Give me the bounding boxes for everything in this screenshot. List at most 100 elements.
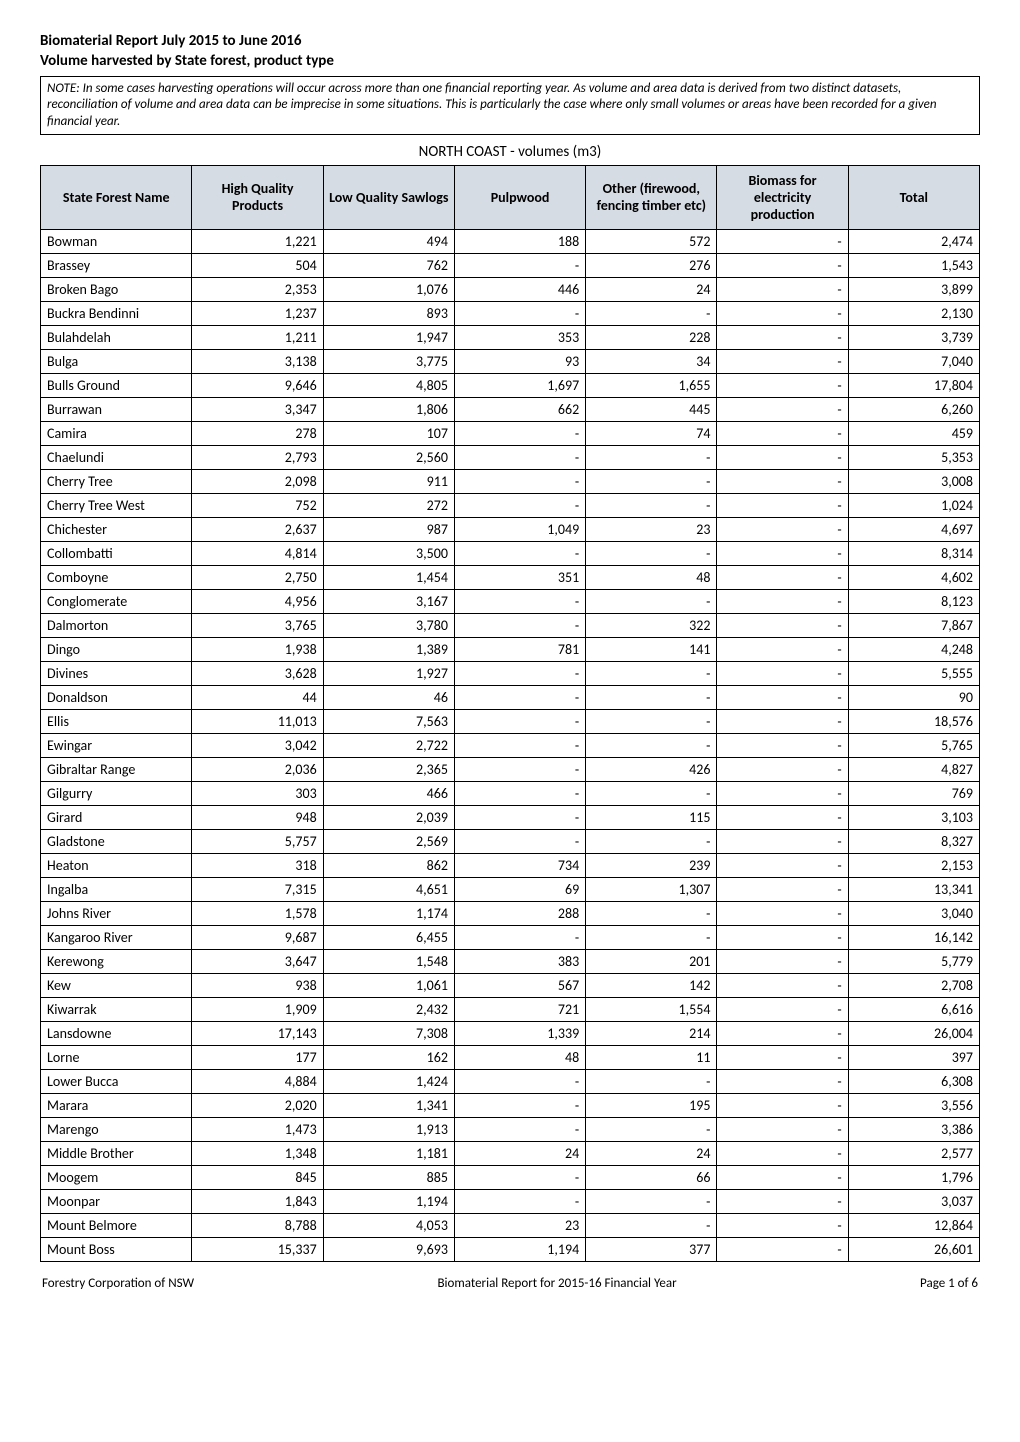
cell-tot: 90 [848,685,979,709]
cell-hq: 303 [192,781,323,805]
cell-bio: - [717,613,848,637]
cell-tot: 17,804 [848,373,979,397]
cell-hq: 5,757 [192,829,323,853]
cell-tot: 459 [848,421,979,445]
cell-pw: - [454,805,585,829]
cell-lq: 7,308 [323,1021,454,1045]
cell-pw: - [454,421,585,445]
cell-hq: 938 [192,973,323,997]
table-row: Marengo1,4731,913---3,386 [41,1117,980,1141]
cell-pw: - [454,757,585,781]
cell-pw: - [454,253,585,277]
table-body: Bowman1,221494188572-2,474Brassey504762-… [41,229,980,1261]
cell-lq: 4,053 [323,1213,454,1237]
cell-forest-name: Divines [41,661,192,685]
cell-hq: 15,337 [192,1237,323,1261]
cell-pw: 288 [454,901,585,925]
cell-bio: - [717,1021,848,1045]
cell-hq: 3,647 [192,949,323,973]
cell-hq: 1,938 [192,637,323,661]
table-row: Divines3,6281,927---5,555 [41,661,980,685]
cell-bio: - [717,661,848,685]
table-row: Burrawan3,3471,806662445-6,260 [41,397,980,421]
cell-hq: 1,909 [192,997,323,1021]
cell-tot: 2,708 [848,973,979,997]
cell-pw: - [454,589,585,613]
cell-forest-name: Dalmorton [41,613,192,637]
table-row: Cherry Tree2,098911---3,008 [41,469,980,493]
cell-hq: 1,843 [192,1189,323,1213]
cell-pw: - [454,493,585,517]
cell-pw: 446 [454,277,585,301]
cell-lq: 3,167 [323,589,454,613]
note-box: NOTE: In some cases harvesting operation… [40,76,980,135]
cell-tot: 26,004 [848,1021,979,1045]
cell-tot: 4,602 [848,565,979,589]
cell-oth: - [586,1117,717,1141]
table-row: Mount Boss15,3379,6931,194377-26,601 [41,1237,980,1261]
cell-forest-name: Gibraltar Range [41,757,192,781]
cell-lq: 2,365 [323,757,454,781]
cell-forest-name: Middle Brother [41,1141,192,1165]
cell-lq: 862 [323,853,454,877]
table-row: Bowman1,221494188572-2,474 [41,229,980,253]
cell-forest-name: Kerewong [41,949,192,973]
cell-forest-name: Bulga [41,349,192,373]
cell-tot: 3,899 [848,277,979,301]
footer-left: Forestry Corporation of NSW [42,1276,194,1291]
table-row: Lower Bucca4,8841,424---6,308 [41,1069,980,1093]
cell-forest-name: Kiwarrak [41,997,192,1021]
cell-bio: - [717,325,848,349]
cell-lq: 893 [323,301,454,325]
cell-pw: 1,339 [454,1021,585,1045]
cell-hq: 1,348 [192,1141,323,1165]
cell-forest-name: Moogem [41,1165,192,1189]
cell-pw: - [454,445,585,469]
cell-forest-name: Comboyne [41,565,192,589]
cell-lq: 1,927 [323,661,454,685]
table-row: Kerewong3,6471,548383201-5,779 [41,949,980,973]
table-row: Conglomerate4,9563,167---8,123 [41,589,980,613]
cell-tot: 397 [848,1045,979,1069]
cell-bio: - [717,781,848,805]
cell-forest-name: Girard [41,805,192,829]
cell-pw: 1,697 [454,373,585,397]
table-row: Buckra Bendinni1,237893---2,130 [41,301,980,325]
cell-tot: 1,543 [848,253,979,277]
cell-bio: - [717,829,848,853]
cell-hq: 17,143 [192,1021,323,1045]
cell-lq: 494 [323,229,454,253]
cell-forest-name: Camira [41,421,192,445]
cell-pw: - [454,301,585,325]
col-low-quality: Low Quality Sawlogs [323,165,454,229]
report-title: Biomaterial Report July 2015 to June 201… [40,32,980,50]
cell-forest-name: Cherry Tree West [41,493,192,517]
cell-lq: 2,569 [323,829,454,853]
cell-lq: 2,560 [323,445,454,469]
table-row: Johns River1,5781,174288--3,040 [41,901,980,925]
cell-tot: 18,576 [848,709,979,733]
cell-hq: 1,211 [192,325,323,349]
cell-forest-name: Burrawan [41,397,192,421]
cell-forest-name: Kew [41,973,192,997]
cell-bio: - [717,301,848,325]
cell-lq: 272 [323,493,454,517]
cell-forest-name: Lorne [41,1045,192,1069]
cell-oth: 141 [586,637,717,661]
cell-bio: - [717,709,848,733]
cell-bio: - [717,685,848,709]
cell-forest-name: Gilgurry [41,781,192,805]
cell-bio: - [717,229,848,253]
cell-forest-name: Broken Bago [41,277,192,301]
cell-lq: 9,693 [323,1237,454,1261]
cell-lq: 7,563 [323,709,454,733]
cell-forest-name: Chichester [41,517,192,541]
cell-oth: - [586,493,717,517]
cell-hq: 2,353 [192,277,323,301]
cell-bio: - [717,973,848,997]
cell-forest-name: Kangaroo River [41,925,192,949]
cell-tot: 26,601 [848,1237,979,1261]
cell-oth: 23 [586,517,717,541]
cell-forest-name: Marara [41,1093,192,1117]
cell-bio: - [717,445,848,469]
